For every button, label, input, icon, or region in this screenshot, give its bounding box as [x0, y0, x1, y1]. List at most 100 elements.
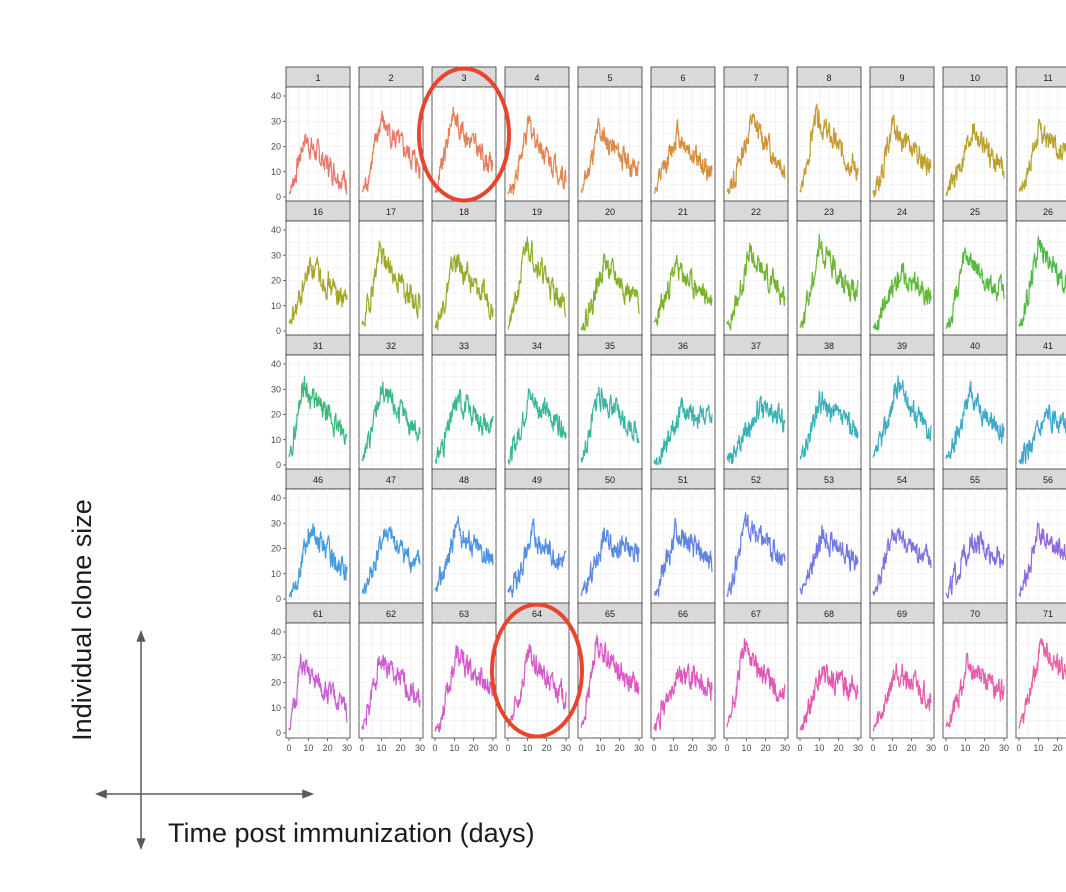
panel-63: 63 0 10 20 30 — [431, 602, 498, 753]
x-tick-label: 30 — [415, 743, 425, 753]
y-tick-label: 10 — [271, 703, 281, 713]
series-line-7 — [726, 112, 786, 195]
panel-title: 1 — [315, 73, 320, 83]
panel-title: 63 — [459, 609, 469, 619]
x-tick-label: 10 — [376, 743, 386, 753]
series-line-70 — [945, 652, 1005, 728]
panel-title: 41 — [1043, 341, 1053, 351]
series-line-5 — [580, 117, 640, 194]
panel-title: 16 — [313, 207, 323, 217]
panel-32: 32 — [358, 334, 424, 471]
panel-31: 31 0 10 20 30 40 — [271, 334, 351, 471]
y-tick-label: 30 — [271, 518, 281, 528]
panel-title: 24 — [897, 207, 907, 217]
series-line-66 — [653, 663, 713, 732]
panel-strip — [1015, 334, 1066, 356]
series-line-65 — [580, 634, 640, 728]
series-line-16 — [288, 255, 348, 325]
x-axis-label: Time post immunization (days) — [168, 818, 535, 848]
panel-title: 66 — [678, 609, 688, 619]
series-line-48 — [434, 515, 494, 593]
panel-title: 64 — [532, 609, 542, 619]
series-line-9 — [872, 114, 932, 199]
panel-title: 19 — [532, 207, 542, 217]
panel-8: 8 — [796, 66, 862, 203]
panel-71: 71 0 10 20 — [1015, 602, 1066, 753]
x-tick-label: 10 — [814, 743, 824, 753]
panel-title: 49 — [532, 475, 542, 485]
series-line-11 — [1018, 118, 1066, 192]
panel-title: 38 — [824, 341, 834, 351]
series-line-40 — [945, 380, 1005, 460]
panel-title: 70 — [970, 609, 980, 619]
y-tick-label: 40 — [271, 359, 281, 369]
x-tick-label: 0 — [870, 743, 875, 753]
y-tick-label: 40 — [271, 225, 281, 235]
series-line-10 — [945, 123, 1005, 197]
panel-6: 6 — [650, 66, 716, 203]
highlight-circles — [417, 66, 584, 739]
series-line-23 — [799, 234, 859, 329]
panel-46: 46 0 10 20 30 40 — [271, 468, 351, 605]
y-tick-label: 40 — [271, 627, 281, 637]
series-line-3 — [434, 106, 494, 194]
panel-67: 67 0 10 20 30 — [723, 602, 790, 753]
panel-19: 19 — [504, 200, 570, 337]
panel-70: 70 0 10 20 30 — [942, 602, 1009, 753]
x-tick-label: 30 — [926, 743, 936, 753]
series-line-8 — [799, 103, 859, 193]
y-tick-label: 30 — [271, 652, 281, 662]
panel-title: 10 — [970, 73, 980, 83]
arrow-up-head — [136, 629, 146, 642]
series-line-4 — [507, 114, 567, 196]
panel-22: 22 — [723, 200, 789, 337]
y-tick-label: 10 — [271, 569, 281, 579]
x-tick-label: 0 — [359, 743, 364, 753]
y-tick-label: 10 — [271, 167, 281, 177]
x-tick-label: 20 — [1053, 743, 1063, 753]
panel-grid — [286, 355, 350, 470]
series-line-49 — [507, 518, 567, 598]
panel-53: 53 — [796, 468, 862, 605]
panel-40: 40 — [942, 334, 1008, 471]
highlight-circle-64 — [490, 602, 584, 739]
panel-title: 2 — [388, 73, 393, 83]
panel-21: 21 — [650, 200, 716, 337]
y-tick-label: 0 — [276, 192, 281, 202]
panel-title: 4 — [534, 73, 539, 83]
series-line-63 — [434, 644, 494, 733]
series-line-41 — [1018, 404, 1066, 465]
y-tick-label: 10 — [271, 301, 281, 311]
series-line-25 — [945, 247, 1005, 330]
panel-title: 39 — [897, 341, 907, 351]
panel-grid — [578, 355, 642, 470]
panel-35: 35 — [577, 334, 643, 471]
panel-title: 36 — [678, 341, 688, 351]
panel-title: 52 — [751, 475, 761, 485]
series-line-20 — [580, 253, 640, 331]
panel-54: 54 — [869, 468, 935, 605]
panel-11: 11 — [1015, 66, 1066, 203]
panel-title: 37 — [751, 341, 761, 351]
series-line-39 — [872, 375, 932, 458]
series-line-61 — [288, 653, 348, 731]
arrow-down-head — [136, 838, 146, 851]
x-tick-label: 0 — [578, 743, 583, 753]
panel-36: 36 — [650, 334, 716, 471]
series-line-55 — [945, 530, 1005, 599]
panel-48: 48 — [431, 468, 497, 605]
series-line-24 — [872, 262, 932, 331]
series-line-6 — [653, 119, 713, 194]
panel-grid — [1016, 623, 1066, 738]
panel-strip — [1015, 602, 1066, 624]
panel-title: 48 — [459, 475, 469, 485]
x-tick-label: 30 — [780, 743, 790, 753]
panel-grid — [432, 489, 496, 604]
panel-grid — [505, 489, 569, 604]
arrow-right-head — [302, 789, 315, 799]
panel-title: 51 — [678, 475, 688, 485]
panel-grid — [724, 221, 788, 336]
panel-grid — [359, 221, 423, 336]
series-line-52 — [726, 512, 786, 598]
